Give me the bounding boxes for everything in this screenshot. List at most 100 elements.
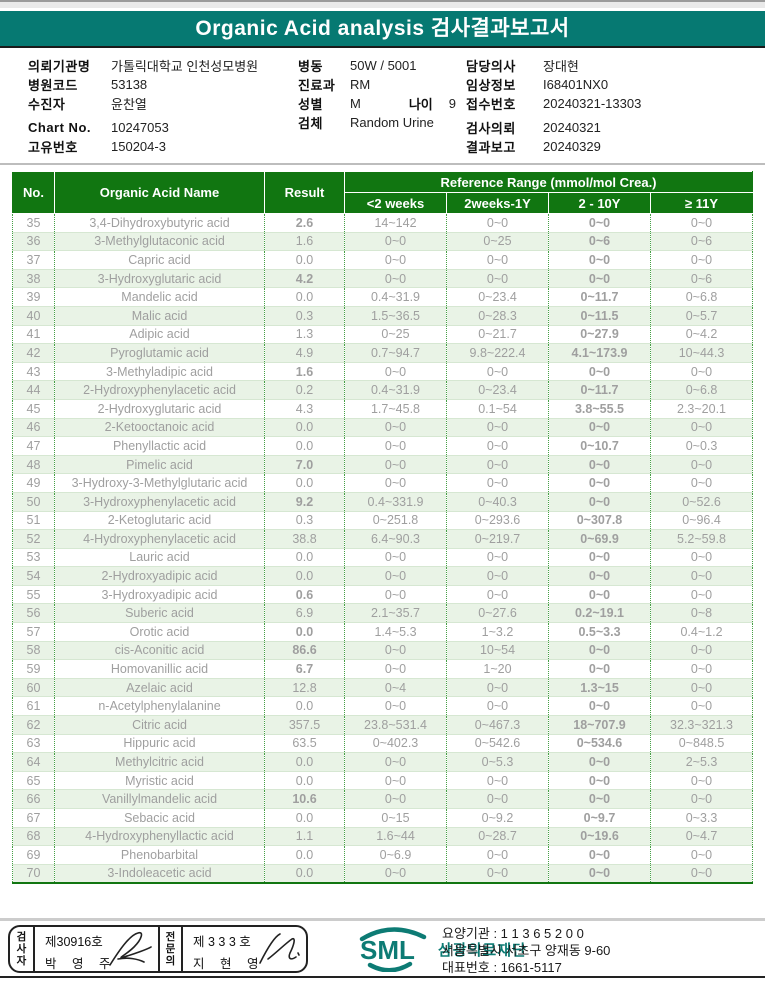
info-chart-no: Chart No. 10247053 [28, 118, 258, 137]
row-no: 70 [12, 864, 55, 883]
header-ref-2-10y: 2 - 10Y [548, 192, 651, 214]
info-label: 검사의뢰 [466, 121, 516, 136]
acid-name: 3-Methylglutaconic acid [54, 232, 265, 251]
ref-range-2weeks-1y: 0~0 [446, 864, 549, 883]
patient-info-section: 의뢰기관명 가톨릭대학교 인천성모병원 병원코드 53138 수진자 윤찬열 C… [0, 48, 765, 165]
info-column-middle: 병동 50W / 5001 진료과 RM 성별 M 나이 9 검체 Random… [298, 56, 456, 132]
ref-range-2-10y: 18~707.9 [548, 715, 651, 735]
table-row: 52 4-Hydroxyphenylacetic acid 38.8 6.4~90.3… [12, 529, 754, 549]
ref-range-lt2weeks: 0~402.3 [344, 734, 447, 753]
acid-name: 3-Hydroxyphenylacetic acid [54, 492, 265, 511]
ref-range-2-10y: 0~0 [548, 771, 651, 790]
info-institution: 의뢰기관명 가톨릭대학교 인천성모병원 [28, 56, 258, 75]
table-row: 37 Capric acid 0.0 0~0 0~0 0~0 0~0 [12, 250, 754, 270]
examiner-signature-icon [109, 931, 152, 966]
ref-range-2-10y: 0~0 [548, 213, 651, 233]
ref-range-2weeks-1y: 0~23.4 [446, 287, 549, 307]
ref-range-2weeks-1y: 0~28.7 [446, 827, 549, 846]
ref-range-2weeks-1y: 0~9.2 [446, 808, 549, 828]
result-value: 0.0 [264, 622, 345, 642]
ref-range-2weeks-1y: 1~20 [446, 659, 549, 679]
table-row: 66 Vanillylmandelic acid 10.6 0~0 0~0 0~0 0~0 [12, 789, 754, 809]
ref-range-ge11y: 0~0 [649, 585, 754, 604]
acid-name: Pimelic acid [54, 455, 265, 474]
ref-range-lt2weeks: 6.4~90.3 [344, 529, 447, 549]
acid-name: 3-Methyladipic acid [54, 362, 265, 381]
ref-range-ge11y: 0~0 [649, 789, 754, 809]
acid-name: Sebacic acid [54, 808, 265, 828]
ref-range-ge11y: 0~0 [649, 771, 754, 790]
ref-range-2weeks-1y: 0~467.3 [446, 715, 549, 735]
ref-range-2-10y: 0~0 [548, 845, 651, 865]
ref-range-ge11y: 0~0 [649, 566, 754, 586]
acid-name: Malic acid [54, 306, 265, 326]
table-row: 67 Sebacic acid 0.0 0~15 0~9.2 0~9.7 0~3.3 [12, 808, 754, 828]
acid-name: Phenobarbital [54, 845, 265, 865]
acid-name: Hippuric acid [54, 734, 265, 753]
acid-name: Capric acid [54, 250, 265, 270]
ref-range-ge11y: 0~0 [649, 418, 754, 437]
result-value: 1.6 [264, 232, 345, 251]
ref-range-2weeks-1y: 0~0 [446, 845, 549, 865]
ref-range-2weeks-1y: 0~293.6 [446, 511, 549, 530]
ref-range-2-10y: 0~11.7 [548, 380, 651, 400]
ref-range-ge11y: 0~4.7 [649, 827, 754, 846]
acid-name: 2-Hydroxyglutaric acid [54, 399, 265, 419]
ref-range-2weeks-1y: 0~40.3 [446, 492, 549, 511]
result-value: 0.3 [264, 511, 345, 530]
info-clinical-info: 임상정보 I68401NX0 [466, 75, 641, 94]
info-doctor: 담당의사 장대현 [466, 56, 641, 75]
info-label: 수진자 [28, 97, 66, 112]
ref-range-lt2weeks: 0~0 [344, 455, 447, 474]
ref-range-lt2weeks: 1.6~44 [344, 827, 447, 846]
result-value: 0.0 [264, 808, 345, 828]
ref-range-ge11y: 0~5.7 [649, 306, 754, 326]
ref-range-lt2weeks: 0~0 [344, 548, 447, 567]
result-value: 7.0 [264, 455, 345, 474]
row-no: 65 [12, 771, 55, 790]
footer-divider [0, 918, 765, 921]
ref-range-lt2weeks: 0~0 [344, 566, 447, 586]
ref-range-2weeks-1y: 0~0 [446, 455, 549, 474]
ref-range-2weeks-1y: 0~0 [446, 566, 549, 586]
ref-range-2-10y: 0~11.5 [548, 306, 651, 326]
ref-range-2-10y: 0~0 [548, 752, 651, 772]
result-value: 0.0 [264, 418, 345, 437]
ref-range-lt2weeks: 2.1~35.7 [344, 603, 447, 623]
result-value: 1.1 [264, 827, 345, 846]
acid-name: Lauric acid [54, 548, 265, 567]
ref-range-lt2weeks: 0~0 [344, 752, 447, 772]
acid-name: Orotic acid [54, 622, 265, 642]
result-value: 0.6 [264, 585, 345, 604]
specialist-signature-icon [259, 933, 300, 964]
examiner-cell: 제30916호 박 영 주 [35, 927, 158, 971]
sml-logo-icon: SML [359, 927, 427, 972]
header-ref-2weeks-1y: 2weeks-1Y [446, 192, 549, 214]
ref-range-2-10y: 0~0 [548, 473, 651, 493]
ref-range-2weeks-1y: 9.8~222.4 [446, 343, 549, 363]
ref-range-2-10y: 0~0 [548, 362, 651, 381]
info-specimen: 검체 Random Urine [298, 113, 456, 132]
ref-range-lt2weeks: 0~25 [344, 325, 447, 344]
table-row: 42 Pyroglutamic acid 4.9 0.7~94.7 9.8~222.4 4… [12, 343, 754, 363]
specialist-name: 지 현 영 [193, 957, 265, 971]
ref-range-2-10y: 0~19.6 [548, 827, 651, 846]
ref-range-2-10y: 0~0 [548, 696, 651, 716]
table-row: 47 Phenyllactic acid 0.0 0~0 0~0 0~10.7 0~0.3 [12, 436, 754, 456]
ref-range-ge11y: 0~3.3 [649, 808, 754, 828]
acid-name: cis-Aconitic acid [54, 641, 265, 660]
ref-range-lt2weeks: 0~251.8 [344, 511, 447, 530]
table-row: 60 Azelaic acid 12.8 0~4 0~0 1.3~15 0~0 [12, 678, 754, 697]
table-row: 39 Mandelic acid 0.0 0.4~31.9 0~23.4 0~11.7 0~… [12, 287, 754, 307]
ref-range-2weeks-1y: 0~0 [446, 436, 549, 456]
row-no: 35 [12, 213, 55, 233]
result-value: 4.2 [264, 269, 345, 288]
ref-range-2-10y: 0~0 [548, 864, 651, 883]
ref-range-ge11y: 10~44.3 [649, 343, 754, 363]
ref-range-ge11y: 0~6 [649, 269, 754, 288]
row-no: 62 [12, 715, 55, 735]
ref-range-2-10y: 1.3~15 [548, 678, 651, 697]
specialist-cell: 제 3 3 3 호 지 현 영 [183, 927, 306, 971]
